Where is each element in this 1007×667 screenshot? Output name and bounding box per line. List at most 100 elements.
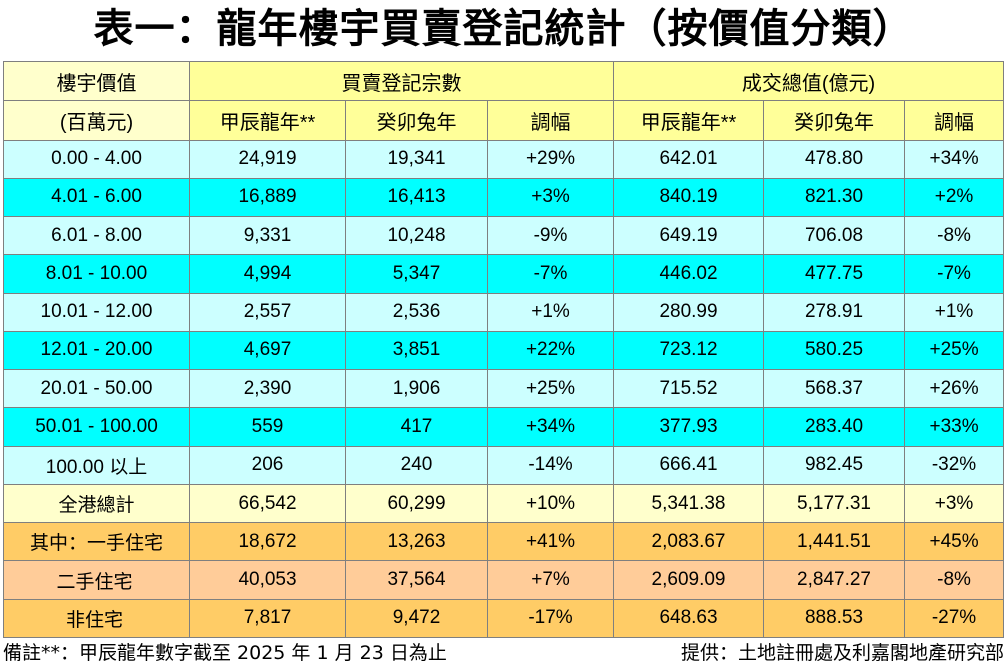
cell-value-dragon: 649.19 (613, 216, 765, 256)
cell-value-dragon: 280.99 (613, 292, 765, 332)
nonresidential-count-dragon: 7,817 (189, 598, 346, 639)
header-unit: (百萬元) (3, 100, 190, 141)
cell-value-change: -7% (904, 254, 1005, 294)
cell-count-dragon: 4,697 (189, 330, 346, 371)
row-label: 10.01 - 12.00 (3, 292, 190, 332)
cell-count-dragon: 24,919 (189, 139, 346, 179)
cell-count-change: +34% (486, 407, 615, 447)
cell-value-dragon: 642.01 (613, 139, 765, 179)
cell-value-change: +2% (904, 177, 1005, 218)
cell-count-change: -7% (486, 254, 615, 294)
table-row: 6.01 - 8.00 9,331 10,248 -9% 649.19 706.… (3, 216, 1005, 256)
cell-count-change: +22% (486, 330, 615, 371)
cell-value-change: +26% (904, 369, 1005, 409)
cell-value-rabbit: 283.40 (763, 407, 906, 447)
cell-count-dragon: 206 (189, 445, 346, 485)
firsthand-value-change: +45% (904, 522, 1005, 562)
source-note: 提供：土地註冊處及利嘉閣地產研究部 (680, 642, 1004, 664)
row-label: 20.01 - 50.00 (3, 369, 190, 409)
footnote: 備註**：甲辰龍年數字截至 2025 年 1 月 23 日為止 (3, 642, 447, 664)
firsthand-count-dragon: 18,672 (189, 522, 346, 562)
cell-count-dragon: 16,889 (189, 177, 346, 218)
secondhand-count-change: +7% (486, 560, 615, 600)
cell-count-rabbit: 19,341 (345, 139, 488, 179)
cell-value-change: -32% (904, 445, 1005, 485)
secondhand-value-change: -8% (904, 560, 1005, 600)
statistics-table: 樓宇價值 買賣登記宗數 成交總值(億元) (百萬元) 甲辰龍年** 癸卯兔年 調… (3, 60, 1005, 639)
cell-value-rabbit: 478.80 (763, 139, 906, 179)
cell-count-change: +1% (486, 292, 615, 332)
row-label: 100.00 以上 (3, 445, 190, 485)
cell-value-dragon: 666.41 (613, 445, 765, 485)
cell-value-dragon: 840.19 (613, 177, 765, 218)
nonresidential-value-rabbit: 888.53 (763, 598, 906, 639)
secondhand-label: 二手住宅 (3, 560, 190, 600)
row-label: 8.01 - 10.00 (3, 254, 190, 294)
cell-value-change: +33% (904, 407, 1005, 447)
cell-count-dragon: 2,557 (189, 292, 346, 332)
secondhand-count-rabbit: 37,564 (345, 560, 488, 600)
nonresidential-count-rabbit: 9,472 (345, 598, 488, 639)
table-row: 20.01 - 50.00 2,390 1,906 +25% 715.52 56… (3, 369, 1005, 409)
total-value-rabbit: 5,177.31 (763, 483, 906, 524)
cell-value-rabbit: 580.25 (763, 330, 906, 371)
row-label: 0.00 - 4.00 (3, 139, 190, 179)
cell-count-dragon: 4,994 (189, 254, 346, 294)
cell-count-change: -14% (486, 445, 615, 485)
cell-value-rabbit: 278.91 (763, 292, 906, 332)
cell-value-change: -8% (904, 216, 1005, 256)
table-row: 50.01 - 100.00 559 417 +34% 377.93 283.4… (3, 407, 1005, 447)
header-count-rabbit: 癸卯兔年 (345, 100, 488, 141)
total-count-change: +10% (486, 483, 615, 524)
total-row: 全港總計 66,542 60,299 +10% 5,341.38 5,177.3… (3, 483, 1005, 524)
cell-count-rabbit: 1,906 (345, 369, 488, 409)
header-row-2: (百萬元) 甲辰龍年** 癸卯兔年 調幅 甲辰龍年** 癸卯兔年 調幅 (3, 100, 1005, 141)
cell-count-rabbit: 240 (345, 445, 488, 485)
header-property-value: 樓宇價值 (3, 60, 190, 102)
firsthand-count-change: +41% (486, 522, 615, 562)
firsthand-value-dragon: 2,083.67 (613, 522, 765, 562)
total-count-dragon: 66,542 (189, 483, 346, 524)
nonresidential-value-dragon: 648.63 (613, 598, 765, 639)
table-row: 10.01 - 12.00 2,557 2,536 +1% 280.99 278… (3, 292, 1005, 332)
cell-value-dragon: 446.02 (613, 254, 765, 294)
table-row: 12.01 - 20.00 4,697 3,851 +22% 723.12 58… (3, 330, 1005, 371)
table-row: 4.01 - 6.00 16,889 16,413 +3% 840.19 821… (3, 177, 1005, 218)
cell-value-change: +34% (904, 139, 1005, 179)
firsthand-row: 其中：一手住宅 18,672 13,263 +41% 2,083.67 1,44… (3, 522, 1005, 562)
cell-count-rabbit: 16,413 (345, 177, 488, 218)
nonresidential-label: 非住宅 (3, 598, 190, 639)
cell-value-rabbit: 982.45 (763, 445, 906, 485)
nonresidential-row: 非住宅 7,817 9,472 -17% 648.63 888.53 -27% (3, 598, 1005, 639)
header-value-rabbit: 癸卯兔年 (763, 100, 906, 141)
cell-value-rabbit: 706.08 (763, 216, 906, 256)
total-label: 全港總計 (3, 483, 190, 524)
table-title: 表一：龍年樓宇買賣登記統計（按價值分類） (93, 6, 914, 52)
row-label: 50.01 - 100.00 (3, 407, 190, 447)
cell-count-dragon: 559 (189, 407, 346, 447)
firsthand-label: 其中：一手住宅 (3, 522, 190, 562)
header-value-change: 調幅 (904, 100, 1005, 141)
cell-count-change: -9% (486, 216, 615, 256)
cell-count-rabbit: 417 (345, 407, 488, 447)
cell-value-rabbit: 477.75 (763, 254, 906, 294)
header-count-change: 調幅 (486, 100, 615, 141)
total-value-change: +3% (904, 483, 1005, 524)
header-row-1: 樓宇價值 買賣登記宗數 成交總值(億元) (3, 60, 1005, 102)
header-value-group: 成交總值(億元) (613, 60, 1005, 102)
table-row: 100.00 以上 206 240 -14% 666.41 982.45 -32… (3, 445, 1005, 485)
cell-count-rabbit: 3,851 (345, 330, 488, 371)
secondhand-count-dragon: 40,053 (189, 560, 346, 600)
header-count-dragon: 甲辰龍年** (189, 100, 346, 141)
cell-count-rabbit: 5,347 (345, 254, 488, 294)
firsthand-value-rabbit: 1,441.51 (763, 522, 906, 562)
nonresidential-value-change: -27% (904, 598, 1005, 639)
header-transactions-group: 買賣登記宗數 (188, 60, 615, 102)
row-label: 6.01 - 8.00 (3, 216, 190, 256)
cell-value-dragon: 723.12 (613, 330, 765, 371)
firsthand-count-rabbit: 13,263 (345, 522, 488, 562)
cell-count-change: +29% (486, 139, 615, 179)
cell-value-dragon: 715.52 (613, 369, 765, 409)
nonresidential-count-change: -17% (486, 598, 615, 639)
cell-value-rabbit: 568.37 (763, 369, 906, 409)
